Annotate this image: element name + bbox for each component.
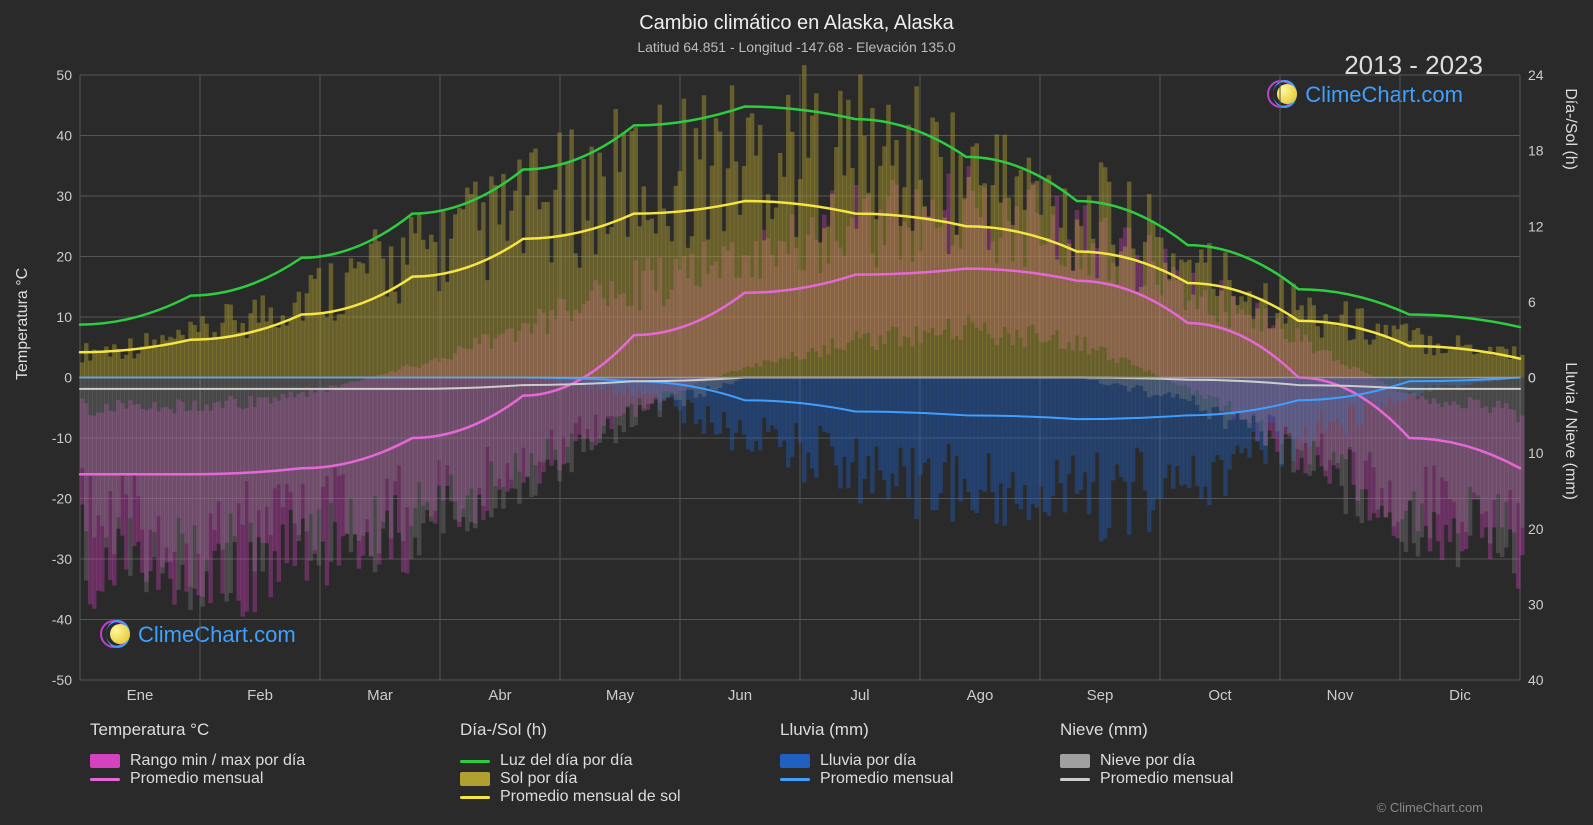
climate-chart: Cambio climático en Alaska, Alaska Latit… [0, 0, 1593, 825]
legend-label: Promedio mensual de sol [500, 788, 681, 806]
legend-item: Nieve por día [1060, 752, 1340, 770]
legend-head: Temperatura °C [90, 720, 460, 740]
svg-text:40: 40 [1528, 672, 1544, 688]
svg-text:-20: -20 [52, 491, 72, 507]
legend-col-rain: Lluvia (mm) Lluvia por díaPromedio mensu… [780, 720, 1060, 806]
legend-swatch [1060, 754, 1090, 768]
legend-item: Promedio mensual [1060, 770, 1340, 788]
svg-text:Mar: Mar [367, 687, 393, 704]
legend-col-snow: Nieve (mm) Nieve por díaPromedio mensual [1060, 720, 1340, 806]
legend-head: Lluvia (mm) [780, 720, 1060, 740]
legend-label: Promedio mensual [820, 770, 953, 788]
legend-head: Nieve (mm) [1060, 720, 1340, 740]
svg-text:-30: -30 [52, 551, 72, 567]
svg-text:20: 20 [1528, 521, 1544, 537]
legend-label: Nieve por día [1100, 752, 1195, 770]
svg-text:40: 40 [56, 128, 72, 144]
svg-text:10: 10 [56, 309, 72, 325]
legend-swatch [460, 796, 490, 799]
legend-label: Sol por día [500, 770, 577, 788]
legend-label: Promedio mensual [1100, 770, 1233, 788]
svg-text:Jul: Jul [850, 687, 869, 704]
copyright: © ClimeChart.com [1377, 800, 1483, 815]
svg-text:Sep: Sep [1087, 687, 1114, 704]
svg-text:0: 0 [64, 370, 72, 386]
svg-text:Abr: Abr [488, 687, 511, 704]
legend-swatch [90, 778, 120, 781]
legend-item: Sol por día [460, 770, 780, 788]
legend-swatch [780, 754, 810, 768]
legend-swatch [780, 778, 810, 781]
y-axis-left-label: Temperatura °C [14, 268, 32, 380]
legend-label: Luz del día por día [500, 752, 633, 770]
legend-head: Día-/Sol (h) [460, 720, 780, 740]
legend-swatch [460, 772, 490, 786]
legend-item: Promedio mensual [780, 770, 1060, 788]
legend-item: Rango min / max por día [90, 752, 460, 770]
svg-text:10: 10 [1528, 445, 1544, 461]
svg-text:20: 20 [56, 249, 72, 265]
svg-text:Ene: Ene [127, 687, 154, 704]
svg-text:Feb: Feb [247, 687, 273, 704]
y-axis-right-top-label: Día-/Sol (h) [1561, 88, 1579, 170]
legend-swatch [460, 760, 490, 763]
svg-text:-40: -40 [52, 612, 72, 628]
svg-text:12: 12 [1528, 218, 1544, 234]
legend-item: Luz del día por día [460, 752, 780, 770]
legend-label: Promedio mensual [130, 770, 263, 788]
plot-svg: -50-40-30-20-100102030405006121824010203… [80, 75, 1520, 680]
legend-label: Rango min / max por día [130, 752, 305, 770]
svg-text:50: 50 [56, 67, 72, 83]
svg-text:-50: -50 [52, 672, 72, 688]
svg-text:-10: -10 [52, 430, 72, 446]
svg-text:24: 24 [1528, 67, 1544, 83]
legend-col-daylight: Día-/Sol (h) Luz del día por díaSol por … [460, 720, 780, 806]
legend-item: Lluvia por día [780, 752, 1060, 770]
legend-swatch [1060, 778, 1090, 781]
svg-text:6: 6 [1528, 294, 1536, 310]
legend-col-temperature: Temperatura °C Rango min / max por díaPr… [90, 720, 460, 806]
legend-swatch [90, 754, 120, 768]
svg-text:Oct: Oct [1208, 687, 1232, 704]
legend-label: Lluvia por día [820, 752, 916, 770]
svg-text:Nov: Nov [1327, 687, 1354, 704]
svg-text:Dic: Dic [1449, 687, 1471, 704]
chart-title: Cambio climático en Alaska, Alaska [0, 0, 1593, 35]
svg-text:Jun: Jun [728, 687, 752, 704]
svg-text:0: 0 [1528, 370, 1536, 386]
legend-item: Promedio mensual [90, 770, 460, 788]
svg-text:18: 18 [1528, 143, 1544, 159]
svg-text:30: 30 [1528, 596, 1544, 612]
legend-item: Promedio mensual de sol [460, 788, 780, 806]
plot-area: -50-40-30-20-100102030405006121824010203… [80, 75, 1520, 680]
y-axis-right-bottom-label: Lluvia / Nieve (mm) [1561, 362, 1579, 500]
svg-text:Ago: Ago [967, 687, 994, 704]
svg-text:30: 30 [56, 188, 72, 204]
legend: Temperatura °C Rango min / max por díaPr… [90, 720, 1530, 806]
svg-text:May: May [606, 687, 635, 704]
